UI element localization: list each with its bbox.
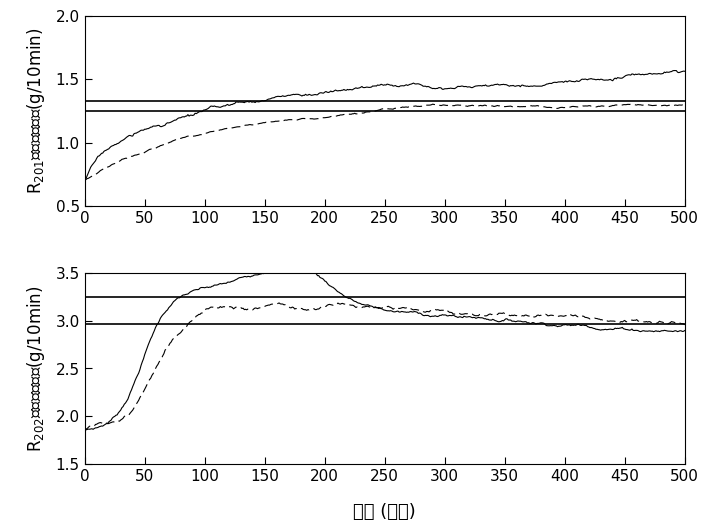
Y-axis label: R$_{201}$累积熔融指数(g/10min): R$_{201}$累积熔融指数(g/10min) [25, 28, 47, 194]
Y-axis label: R$_{202}$累积熔融指数(g/10min): R$_{202}$累积熔融指数(g/10min) [25, 285, 47, 452]
X-axis label: 时间 (分钟): 时间 (分钟) [353, 503, 415, 521]
